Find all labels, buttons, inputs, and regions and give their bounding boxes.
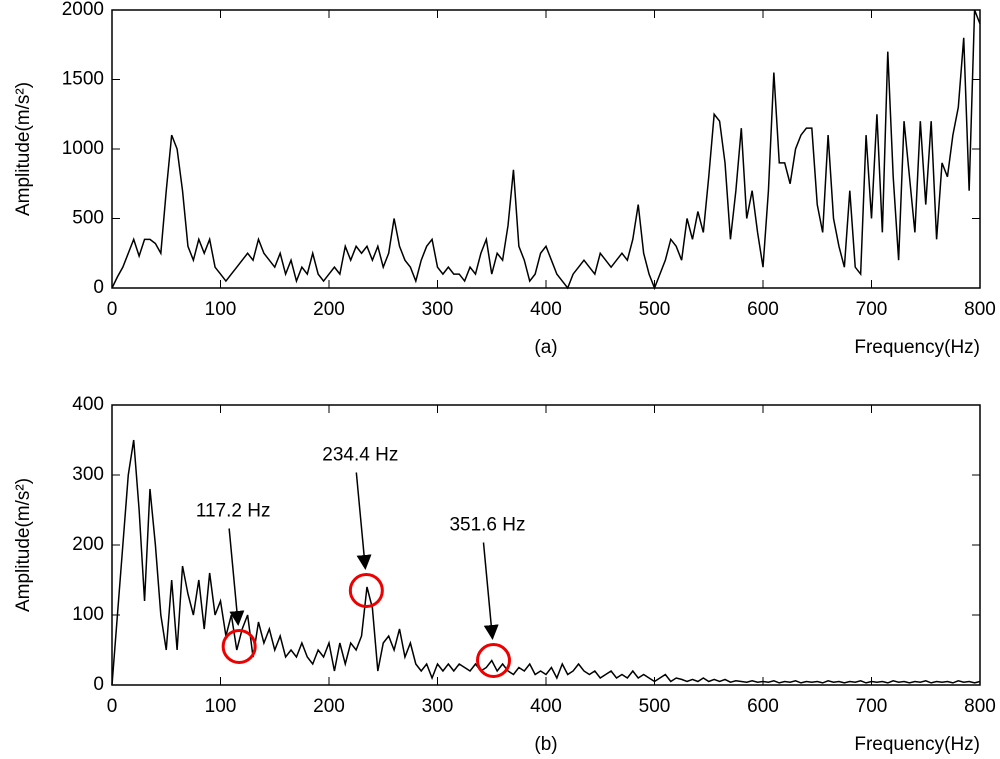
x-tick-label: 200: [313, 696, 345, 717]
highlight-circle: [221, 629, 257, 664]
x-tick-label: 500: [639, 299, 671, 320]
x-tick-label: 500: [639, 696, 671, 717]
y-tick-label: 300: [72, 464, 104, 485]
y-tick-label: 200: [72, 534, 104, 555]
y-tick-label: 2000: [62, 0, 104, 20]
y-axis-label: Amplitude(m/s²): [13, 478, 34, 612]
x-tick-label: 400: [530, 299, 562, 320]
y-tick-label: 400: [72, 394, 104, 415]
x-tick-label: 700: [856, 696, 888, 717]
x-tick-label: 300: [422, 299, 454, 320]
x-tick-label: 0: [107, 299, 118, 320]
y-tick-label: 0: [93, 277, 104, 298]
y-axis-label: Amplitude(m/s²): [13, 82, 34, 216]
highlight-circle: [475, 643, 511, 678]
x-tick-label: 200: [313, 299, 345, 320]
x-tick-label: 800: [964, 696, 996, 717]
x-axis-label: Frequency(Hz): [854, 734, 980, 755]
highlight-circle: [348, 573, 384, 608]
annotation-arrow: [482, 542, 499, 640]
y-tick-label: 1500: [62, 69, 104, 90]
y-tick-label: 100: [72, 604, 104, 625]
data-line: [111, 9, 981, 291]
annotation: 234.4 Hz: [322, 445, 398, 466]
annotation-arrow: [355, 472, 372, 570]
annotation-arrow: [228, 528, 245, 626]
x-tick-label: 400: [530, 696, 562, 717]
annotation: 351.6 Hz: [449, 515, 525, 536]
x-tick-label: 100: [205, 696, 237, 717]
annotation: 117.2 Hz: [196, 501, 271, 522]
x-tick-label: 100: [205, 299, 237, 320]
y-tick-label: 0: [93, 674, 104, 695]
x-tick-label: 300: [422, 696, 454, 717]
data-line: [111, 439, 981, 686]
plot-frame: [111, 404, 981, 686]
x-tick-label: 600: [747, 299, 779, 320]
x-tick-label: 0: [107, 696, 118, 717]
caption: (a): [534, 337, 557, 358]
y-tick-label: 500: [72, 208, 104, 229]
caption: (b): [534, 734, 557, 755]
x-tick-label: 600: [747, 696, 779, 717]
x-tick-label: 700: [856, 299, 888, 320]
x-tick-label: 800: [964, 299, 996, 320]
y-tick-label: 1000: [62, 138, 104, 159]
x-axis-label: Frequency(Hz): [854, 337, 980, 358]
